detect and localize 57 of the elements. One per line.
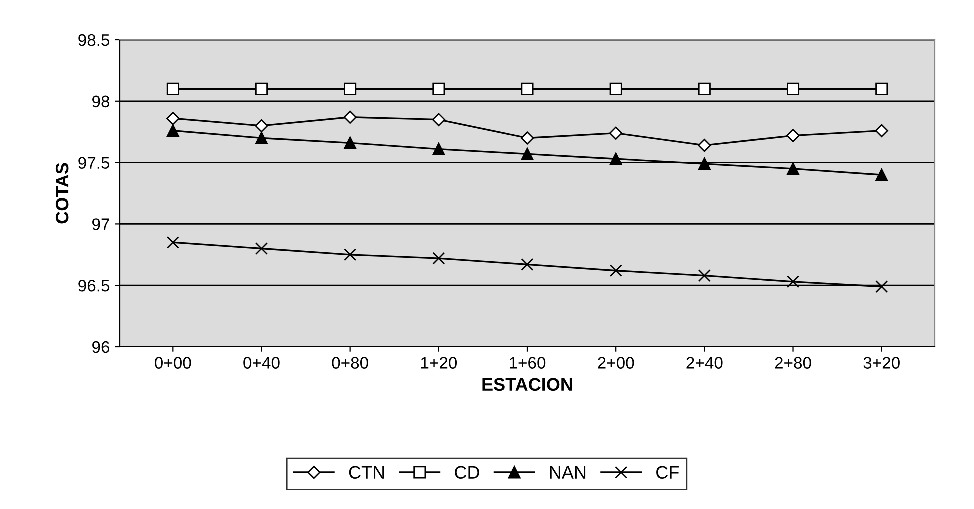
y-tick-label: 98 bbox=[92, 96, 110, 108]
point bbox=[344, 248, 357, 262]
point bbox=[521, 82, 534, 96]
point bbox=[786, 129, 800, 142]
x-tick-label: 2+80 bbox=[775, 357, 812, 369]
y-tick-label: 98.5 bbox=[78, 34, 110, 46]
x-tick-label: 1+20 bbox=[421, 357, 458, 369]
x-tick-label: 0+00 bbox=[155, 357, 192, 369]
legend-label: CD bbox=[455, 466, 480, 479]
x-axis-title: ESTACION bbox=[482, 378, 572, 392]
point bbox=[787, 162, 800, 176]
x-tick-label: 0+40 bbox=[244, 357, 280, 369]
point bbox=[610, 126, 623, 140]
point bbox=[521, 258, 534, 271]
point bbox=[698, 158, 711, 170]
point bbox=[521, 148, 534, 160]
legend-label: CF bbox=[656, 466, 679, 479]
x-tick-label: 0+80 bbox=[332, 357, 368, 369]
point bbox=[255, 132, 268, 144]
point bbox=[344, 136, 357, 150]
y-axis-title: COTAS bbox=[56, 163, 69, 224]
point bbox=[787, 276, 800, 288]
point bbox=[432, 143, 446, 156]
y-tick-label: 96 bbox=[92, 341, 110, 354]
x-tick-label: 2+00 bbox=[598, 357, 634, 369]
point bbox=[698, 82, 711, 96]
point bbox=[876, 280, 888, 294]
point bbox=[432, 82, 446, 96]
point bbox=[876, 82, 888, 96]
point bbox=[787, 82, 800, 96]
y-tick-label: 97.5 bbox=[78, 157, 110, 170]
point bbox=[344, 82, 357, 96]
x-tick-label: 2+40 bbox=[686, 357, 723, 369]
point bbox=[610, 264, 622, 278]
point bbox=[610, 82, 622, 96]
point bbox=[876, 168, 888, 182]
legend-label: CTN bbox=[349, 466, 384, 479]
legend-label: NAN bbox=[550, 466, 586, 479]
point bbox=[698, 139, 712, 152]
x-tick-label: 3+20 bbox=[864, 357, 900, 369]
point bbox=[698, 270, 711, 282]
point bbox=[255, 242, 268, 256]
point bbox=[432, 252, 446, 265]
point bbox=[166, 124, 180, 138]
y-tick-label: 96.5 bbox=[78, 280, 110, 292]
point bbox=[166, 82, 180, 96]
point bbox=[610, 152, 622, 166]
y-tick-label: 97 bbox=[92, 218, 110, 230]
point bbox=[255, 82, 268, 96]
point bbox=[255, 119, 268, 133]
point bbox=[344, 110, 357, 124]
point bbox=[520, 132, 534, 145]
point bbox=[875, 124, 888, 138]
x-tick-label: 1+60 bbox=[510, 357, 546, 369]
point bbox=[166, 112, 180, 126]
point bbox=[432, 113, 446, 126]
point bbox=[166, 236, 180, 249]
